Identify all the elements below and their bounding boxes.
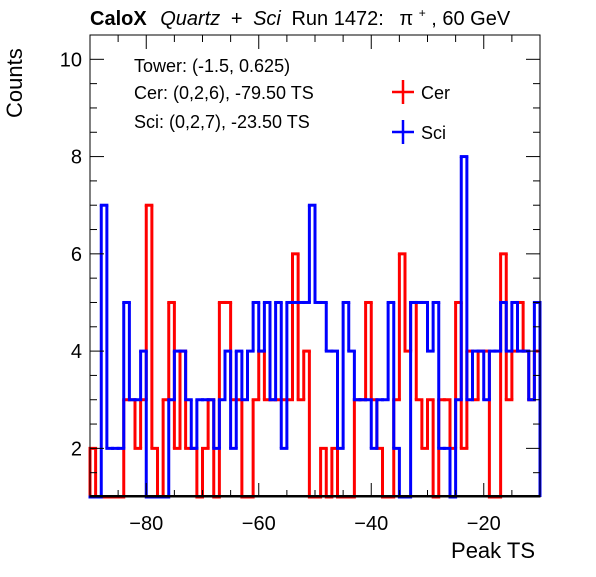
- series-sci: [88, 155, 542, 499]
- x-tick-label: −40: [354, 513, 388, 535]
- title-charge: +: [419, 6, 426, 20]
- y-axis-label: Counts: [2, 48, 27, 118]
- x-tick-label: −60: [242, 513, 276, 535]
- annotation-cer: Cer: (0,2,6), -79.50 TS: [134, 83, 314, 103]
- legend-marker-sci: [392, 120, 414, 144]
- y-tick-label: 6: [71, 244, 82, 266]
- histogram-series-layer: [88, 155, 542, 499]
- legend-label-cer: Cer: [421, 83, 450, 103]
- title-particle: π: [399, 8, 413, 30]
- x-axis-label: Peak TS: [451, 538, 535, 563]
- x-tick-label: −80: [129, 513, 163, 535]
- y-tick-label: 2: [71, 438, 82, 460]
- title-plus: +: [231, 8, 243, 30]
- chart-title: CaloX Quartz + Sci Run 1472: π + , 60 Ge…: [90, 0, 511, 30]
- title-brand: CaloX: [90, 8, 147, 30]
- y-tick-label: 4: [71, 341, 82, 363]
- y-tick-label: 8: [71, 147, 82, 169]
- annotation-tower: Tower: (-1.5, 0.625): [134, 56, 290, 76]
- y-tick-label: 10: [60, 49, 82, 71]
- axis-ticks: −80 −60 −40 −20 2 4 6 8 10: [60, 34, 541, 535]
- title-run: Run 1472:: [291, 8, 383, 30]
- title-quartz: Quartz: [160, 8, 220, 30]
- legend-label-sci: Sci: [421, 123, 446, 143]
- title-sci: Sci: [253, 8, 281, 30]
- title-energy: , 60 GeV: [431, 8, 511, 30]
- legend: Cer Sci: [392, 80, 450, 144]
- x-tick-label: −20: [467, 513, 501, 535]
- legend-marker-cer: [392, 80, 414, 104]
- annotation-sci: Sci: (0,2,7), -23.50 TS: [134, 112, 310, 132]
